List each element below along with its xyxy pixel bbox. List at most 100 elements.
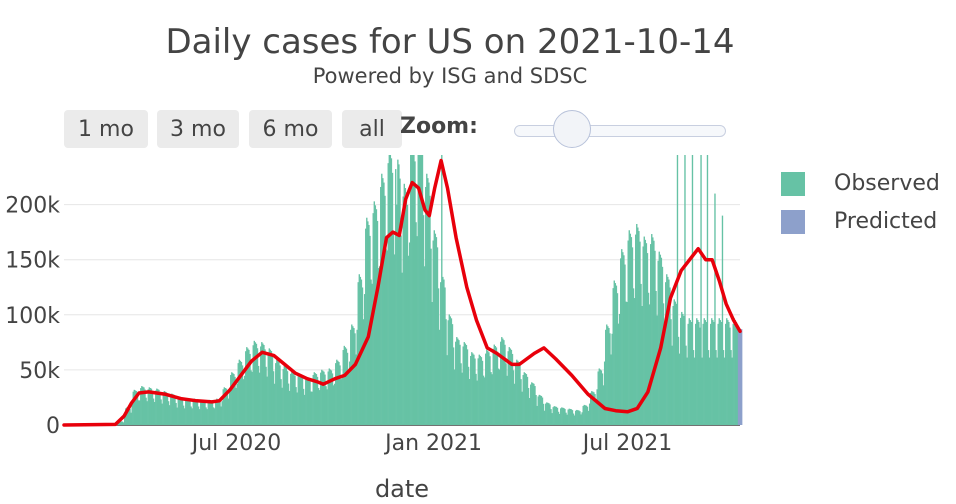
observed-bar [446,355,448,425]
observed-bar [435,237,438,425]
observed-bar [237,363,239,425]
observed-bar [213,408,216,425]
observed-bar [247,348,249,425]
observed-bar [573,415,576,425]
observed-bar [558,413,561,425]
observed-bar [190,406,192,425]
observed-bar [582,405,584,425]
range-1mo-button[interactable]: 1 mo [64,110,148,148]
observed-bar [735,321,738,425]
legend-predicted-swatch[interactable] [781,210,805,234]
observed-bar [366,217,368,425]
observed-bar [188,399,190,425]
observed-bar [490,372,492,425]
observed-bar [416,236,418,425]
observed-bar [666,274,668,425]
observed-bar [156,388,158,425]
observed-bar [704,320,707,425]
observed-bar [327,371,329,425]
observed-bar [527,387,530,425]
observed-bar [560,408,562,425]
observed-bar [728,321,730,425]
observed-bar [474,358,476,425]
observed-bar [536,405,538,425]
observed-bar [482,375,485,425]
observed-bar [290,373,292,425]
observed-bar [654,250,656,425]
observed-bar [399,178,401,425]
observed-bar [733,318,735,425]
zoom-slider-handle[interactable] [553,110,591,148]
observed-bar [357,282,359,425]
observed-bar [691,155,694,425]
observed-bar [393,254,396,425]
observed-bar [266,376,268,425]
observed-bar [643,236,645,425]
observed-bar [567,409,569,425]
range-6mo-button[interactable]: 6 mo [249,110,332,148]
observed-bar [305,379,307,425]
legend-predicted-label[interactable]: Predicted [834,209,938,234]
observed-bar [614,283,617,425]
observed-bar [423,266,426,425]
observed-bar [185,400,187,425]
observed-bar [313,372,315,425]
observed-bar [487,350,489,425]
observed-bar [258,372,261,425]
observed-bar [132,391,134,425]
observed-bar [358,274,360,425]
observed-bar [381,173,383,425]
observed-bar [400,235,402,425]
range-all-button[interactable]: all [342,110,402,148]
observed-bar [419,155,422,425]
observed-bar [236,383,238,425]
legend-observed-label[interactable]: Observed [834,171,940,196]
range-3mo-button[interactable]: 3 mo [157,110,239,148]
observed-bar [494,346,497,425]
observed-bar [308,378,310,425]
observed-bar [669,287,671,425]
observed-bar [505,363,507,425]
observed-bar [434,233,437,425]
observed-bar [395,169,397,425]
legend-observed-swatch[interactable] [781,172,805,196]
observed-bar [532,383,534,425]
observed-bar [318,390,321,425]
observed-bar [684,155,686,425]
observed-bar [263,344,265,425]
observed-bar [568,408,570,425]
observed-bar [432,240,434,425]
observed-bar [175,402,177,425]
observed-bar [314,373,317,425]
observed-bar [692,350,695,425]
observed-bar [276,359,278,425]
observed-bar [608,328,610,425]
observed-bar [256,348,259,425]
observed-bar [425,186,427,425]
observed-bar [391,172,394,425]
observed-bar [671,345,673,425]
observed-bar [335,363,337,425]
observed-bar [167,401,170,425]
observed-bar [450,318,453,425]
observed-bar [699,327,701,425]
observed-bar [344,347,347,425]
observed-bar [203,400,205,425]
y-tick-label: 0 [46,414,60,439]
chart-subtitle: Powered by ISG and SDSC [312,64,588,88]
observed-bar [734,320,737,425]
observed-bar [635,234,637,425]
observed-bar [440,282,442,425]
y-tick-label: 200k [5,194,60,219]
observed-bar [533,383,535,425]
observed-bar [697,320,699,425]
observed-bar [264,349,266,425]
observed-bar [657,260,659,425]
observed-bar [623,255,625,425]
observed-bar [636,223,638,425]
zoom-label: Zoom: [400,114,478,139]
observed-bar [138,400,141,425]
observed-bar [176,407,178,425]
observed-bar [288,390,291,425]
observed-bar [436,247,439,425]
